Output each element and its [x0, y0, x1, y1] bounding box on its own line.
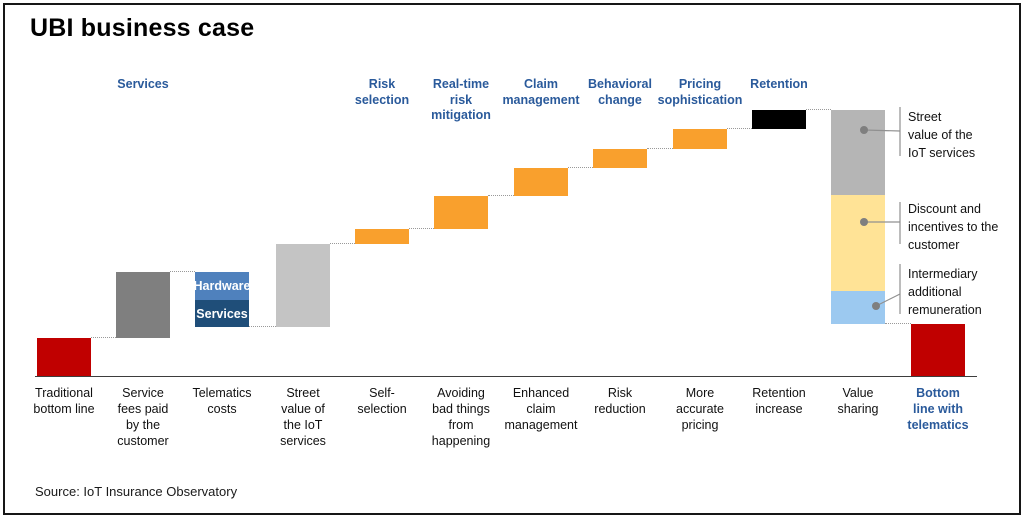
step-connector-line: [249, 326, 276, 327]
street-value-of-iot-services-axis-label: Street value of the IoT services: [280, 386, 326, 448]
enhanced-claim-management-segment-0: [514, 168, 568, 196]
page-title: UBI business case: [30, 14, 255, 42]
telematics-costs-segment-1: Services: [195, 300, 249, 327]
retention-increase-bar: [752, 110, 806, 129]
value-sharing-bar: [831, 110, 885, 324]
telematics-costs-bar: Hardware Services: [193, 272, 251, 327]
risk-reduction-category-label: Behavioral change: [588, 77, 652, 107]
step-connector-line: [568, 167, 593, 168]
service-fees-paid-by-customer-category-label: Services: [117, 77, 169, 91]
traditional-bottom-line-axis-label: Traditional bottom line: [33, 386, 95, 416]
self-selection-bar: [355, 229, 409, 244]
self-selection-category-label: Risk selection: [354, 77, 410, 107]
step-connector-line: [647, 148, 673, 149]
more-accurate-pricing-bar: [673, 129, 727, 149]
step-connector-line: [806, 109, 831, 110]
street-value-of-iot-services-bar: [276, 244, 330, 327]
bottom-line-with-telematics-segment-0: [911, 324, 965, 376]
discount-and-incentives-to-the-customer-annotation: Discount and incentives to the customer: [908, 202, 999, 252]
step-connector-line: [488, 195, 514, 196]
service-fees-paid-by-customer-bar: [116, 272, 170, 338]
telematics-costs-segment-label: Services: [196, 306, 248, 321]
street-value-of-iot-services-segment-0: [276, 244, 330, 327]
telematics-costs-segment-label: Hardware: [193, 279, 251, 293]
avoiding-bad-things-axis-label: Avoiding bad things from happening: [431, 386, 491, 448]
service-fees-paid-by-customer-axis-label: Service fees paid by the customer: [117, 386, 169, 448]
step-connector-line: [885, 323, 911, 324]
risk-reduction-axis-label: Risk reduction: [594, 386, 646, 416]
enhanced-claim-management-bar: [514, 168, 568, 196]
value-sharing-segment-2: [831, 291, 885, 324]
retention-increase-segment-0: [752, 110, 806, 129]
value-sharing-segment-1: [831, 195, 885, 291]
self-selection-axis-label: Self- selection: [357, 386, 407, 416]
intermediary-additional-remuneration-annotation: Intermediary additional remuneration: [908, 267, 982, 317]
source-note: Source: IoT Insurance Observatory: [35, 484, 238, 499]
step-connector-line: [409, 228, 434, 229]
risk-reduction-bar: [593, 149, 647, 168]
traditional-bottom-line-segment-0: [37, 338, 91, 376]
bottom-line-with-telematics-bar: [911, 324, 965, 376]
step-connector-line: [91, 337, 116, 338]
telematics-costs-axis-label: Telematics costs: [192, 386, 252, 416]
bottom-line-with-telematics-axis-label: Bottom line with telematics: [907, 386, 969, 432]
more-accurate-pricing-axis-label: More accurate pricing: [676, 386, 724, 432]
self-selection-segment-0: [355, 229, 409, 244]
risk-reduction-segment-0: [593, 149, 647, 168]
more-accurate-pricing-segment-0: [673, 129, 727, 149]
value-sharing-segment-0: [831, 110, 885, 195]
retention-increase-category-label: Retention: [750, 77, 808, 91]
traditional-bottom-line-bar: [37, 338, 91, 376]
avoiding-bad-things-segment-0: [434, 196, 488, 229]
more-accurate-pricing-category-label: Pricing sophistication: [657, 77, 743, 107]
retention-increase-axis-label: Retention increase: [752, 386, 806, 416]
step-connector-line: [727, 128, 752, 129]
x-axis-line: [35, 376, 977, 377]
step-connector-line: [170, 271, 195, 272]
service-fees-paid-by-customer-segment-0: [116, 272, 170, 338]
value-sharing-axis-label: Value sharing: [837, 386, 879, 416]
enhanced-claim-management-axis-label: Enhanced claim management: [504, 386, 578, 432]
avoiding-bad-things-bar: [434, 196, 488, 229]
telematics-costs-segment-0: Hardware: [193, 272, 251, 300]
step-connector-line: [330, 243, 355, 244]
enhanced-claim-management-category-label: Claim management: [502, 77, 580, 107]
street-value-of-the-iot-services-annotation: Street value of the IoT services: [908, 110, 976, 160]
avoiding-bad-things-category-label: Real-time risk mitigation: [431, 77, 491, 122]
